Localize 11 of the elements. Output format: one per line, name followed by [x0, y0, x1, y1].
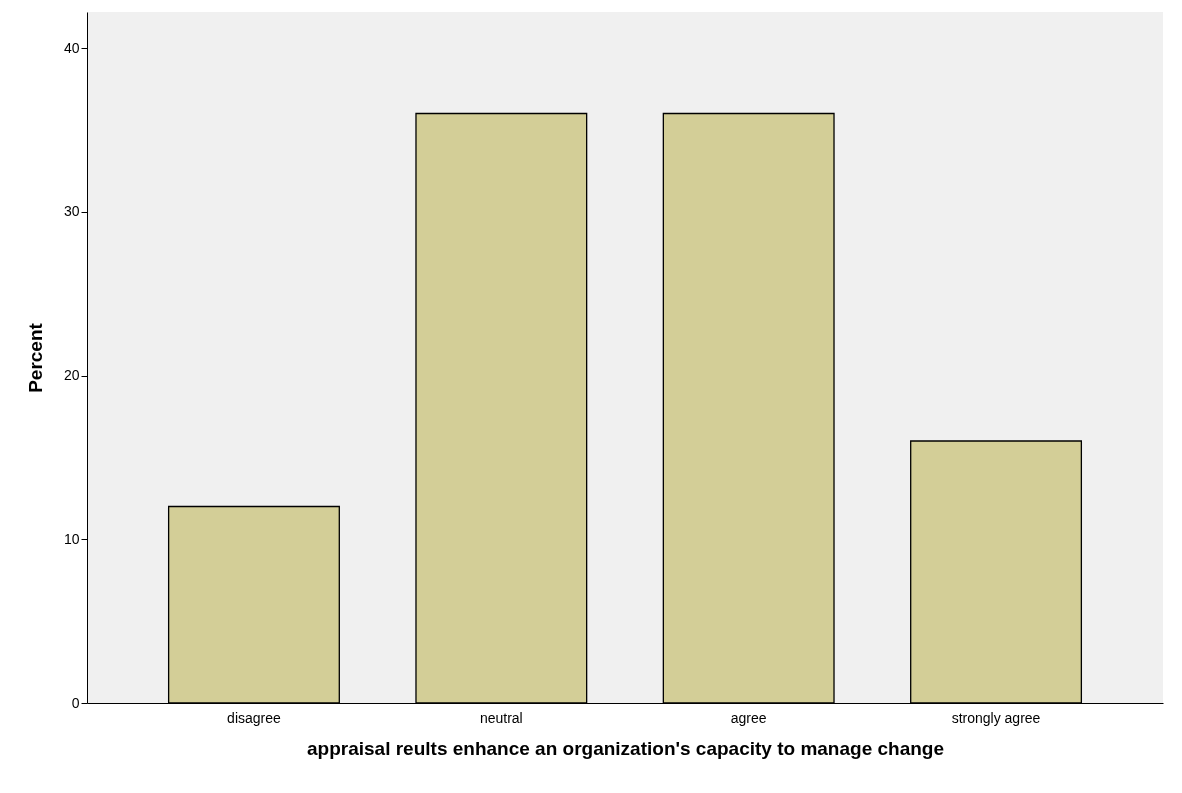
x-tick-label: disagree: [227, 709, 282, 726]
y-tick-label: 10: [63, 530, 80, 547]
y-tick-label: 40: [63, 39, 80, 56]
y-axis-title: Percent: [24, 322, 46, 393]
x-tick-label: agree: [730, 709, 767, 726]
y-tick-label: 20: [63, 367, 80, 384]
x-axis-title: appraisal reults enhance an organization's capacity to manage change: [307, 737, 944, 759]
x-tick-label: neutral: [479, 709, 523, 726]
y-tick-label: 0: [71, 694, 80, 711]
y-tick-label: 30: [63, 203, 80, 220]
x-tick-label: strongly agree: [951, 709, 1041, 726]
